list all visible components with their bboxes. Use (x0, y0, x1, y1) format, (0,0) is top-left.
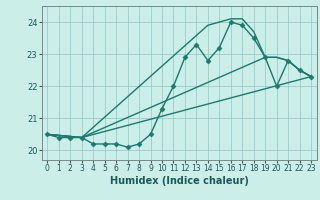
X-axis label: Humidex (Indice chaleur): Humidex (Indice chaleur) (110, 176, 249, 186)
